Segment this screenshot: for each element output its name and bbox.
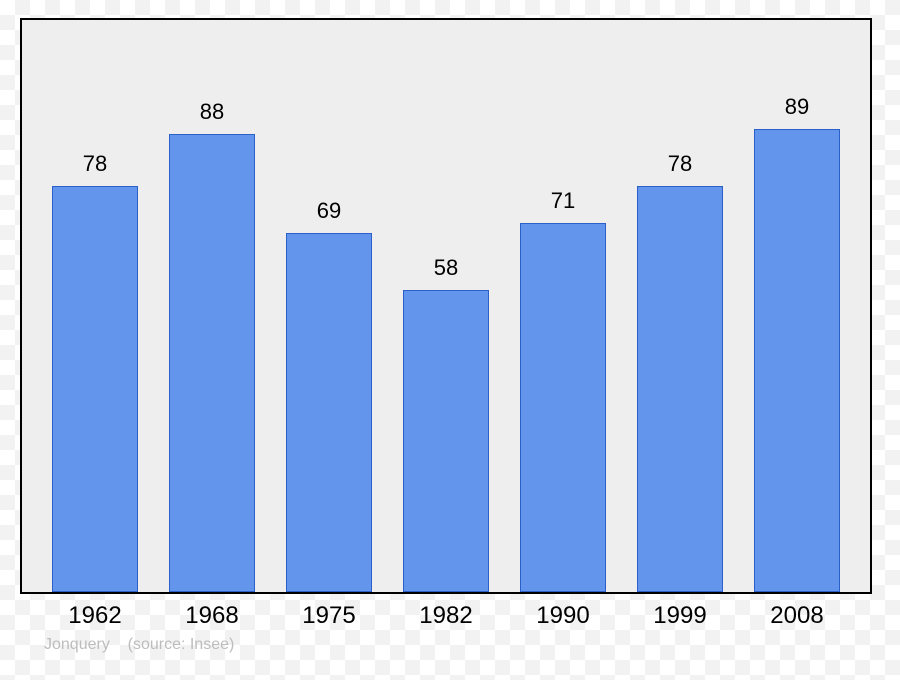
bar: 71 (520, 223, 606, 592)
bar: 89 (754, 129, 840, 592)
x-axis-label: 1990 (505, 602, 621, 630)
x-axis-label: 1962 (37, 602, 153, 630)
chart-footer: Jonquery (source: Insee) (44, 636, 234, 654)
x-axis-label: 1999 (622, 602, 738, 630)
x-axis-label: 1982 (388, 602, 504, 630)
bar: 88 (169, 134, 255, 592)
x-axis-label: 2008 (739, 602, 855, 630)
bar: 69 (286, 233, 372, 592)
bar-value-label: 71 (521, 188, 605, 214)
bar-value-label: 88 (170, 99, 254, 125)
bars-area: 78886958717889 (22, 20, 870, 592)
bar-value-label: 69 (287, 198, 371, 224)
bar-value-label: 78 (638, 151, 722, 177)
chart-frame: 78886958717889 (20, 18, 872, 594)
x-axis-label: 1975 (271, 602, 387, 630)
bar: 58 (403, 290, 489, 592)
bar: 78 (52, 186, 138, 592)
x-axis-label: 1968 (154, 602, 270, 630)
footer-location: Jonquery (44, 636, 110, 653)
footer-source: (source: Insee) (128, 636, 235, 653)
bar-value-label: 89 (755, 94, 839, 120)
bar-value-label: 78 (53, 151, 137, 177)
bar: 78 (637, 186, 723, 592)
bar-value-label: 58 (404, 255, 488, 281)
